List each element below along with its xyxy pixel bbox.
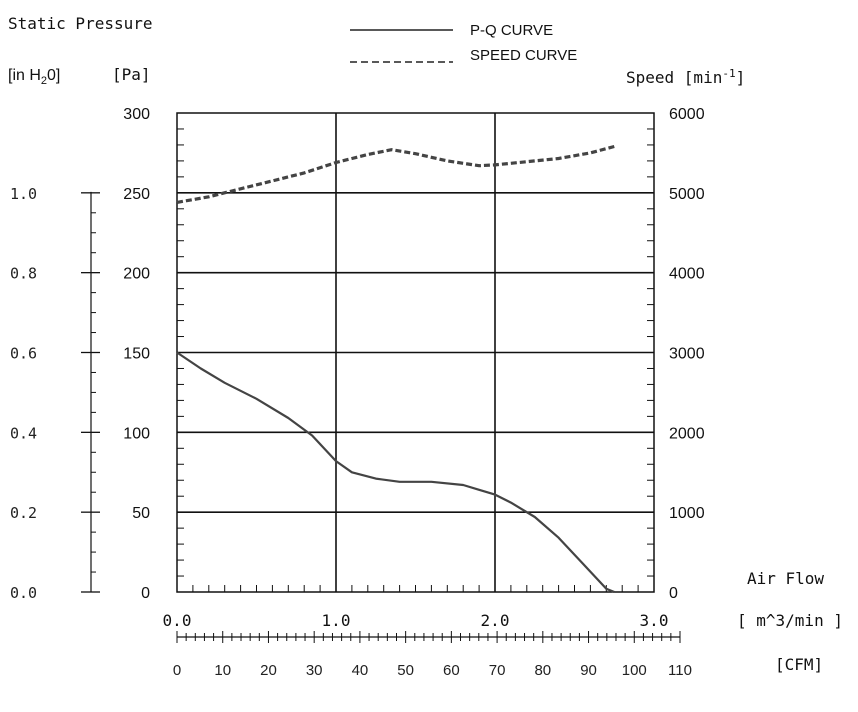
legend-label-pq: P-Q CURVE xyxy=(470,22,553,39)
cfm-tick-label: 80 xyxy=(534,662,551,679)
speed-tick-label: 6000 xyxy=(669,106,705,123)
pa-tick-label: 200 xyxy=(123,266,150,283)
cfm-tick-label: 50 xyxy=(397,662,414,679)
cfm-tick-label: 90 xyxy=(580,662,597,679)
pa-tick-label: 150 xyxy=(123,346,150,363)
x-axis-title: Air Flow xyxy=(747,569,824,588)
inh2o-unit-label: [in H20] xyxy=(8,67,60,87)
cfm-tick-label: 0 xyxy=(173,662,181,679)
speed-tick-label: 5000 xyxy=(669,186,705,203)
pa-tick-label: 0 xyxy=(141,585,150,602)
gridlines xyxy=(177,113,654,592)
pa-tick-label: 250 xyxy=(123,186,150,203)
speed-tick-label: 0 xyxy=(669,585,678,602)
legend-label-speed: SPEED CURVE xyxy=(470,47,577,64)
x-unit-label: [ m^3/min ] xyxy=(737,611,843,630)
cfm-tick-label: 70 xyxy=(489,662,506,679)
inh2o-tick-label: 1.0 xyxy=(10,185,37,203)
speed-tick-label: 2000 xyxy=(669,425,705,442)
pq-curve-line xyxy=(176,351,615,594)
x-tick-label: 1.0 xyxy=(322,611,351,630)
cfm-tick-label: 30 xyxy=(306,662,323,679)
cfm-tick-label: 110 xyxy=(668,662,692,679)
cfm-tick-label: 20 xyxy=(260,662,277,679)
cfm-tick-label: 10 xyxy=(214,662,231,679)
x-tick-label: 0.0 xyxy=(163,611,192,630)
pa-tick-label: 100 xyxy=(123,425,150,442)
x-tick-label: 2.0 xyxy=(481,611,510,630)
pa-unit-label: [Pa] xyxy=(112,65,151,84)
left-axis-title: Static Pressure xyxy=(8,14,153,33)
pa-tick-label: 50 xyxy=(132,505,150,522)
inh2o-tick-label: 0.8 xyxy=(10,265,37,283)
series-layer xyxy=(176,144,615,594)
cfm-unit-label: [CFM] xyxy=(775,655,823,674)
speed-unit-label: Speed [min-1] xyxy=(626,67,745,87)
speed-tick-label: 1000 xyxy=(669,505,705,522)
cfm-tick-label: 100 xyxy=(622,662,647,679)
cfm-tick-label: 60 xyxy=(443,662,460,679)
speed-tick-label: 3000 xyxy=(669,346,705,363)
x-tick-label: 3.0 xyxy=(640,611,669,630)
inh2o-tick-label: 0.0 xyxy=(10,584,37,602)
inh2o-tick-label: 0.2 xyxy=(10,504,37,522)
speed-curve-line xyxy=(176,144,615,204)
inh2o-tick-label: 0.6 xyxy=(10,345,37,363)
inh2o-tick-label: 0.4 xyxy=(10,424,37,442)
axis-ticks xyxy=(81,128,681,643)
legend: P-Q CURVE SPEED CURVE xyxy=(350,22,577,64)
pa-tick-label: 300 xyxy=(123,106,150,123)
cfm-tick-label: 40 xyxy=(352,662,369,679)
speed-tick-label: 4000 xyxy=(669,266,705,283)
